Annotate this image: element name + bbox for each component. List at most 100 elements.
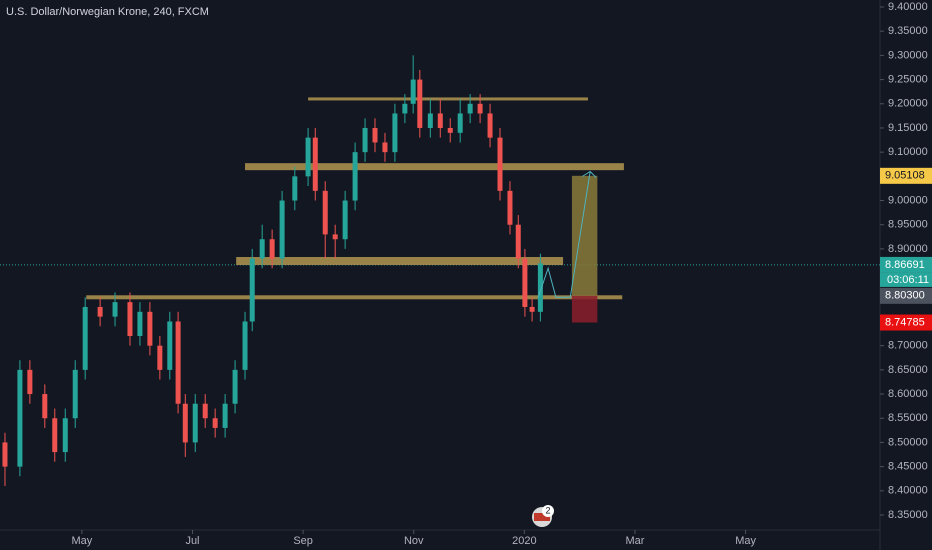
position-stop — [571, 295, 598, 323]
candle-body — [477, 103, 483, 114]
candle-body — [192, 403, 198, 443]
level-zone — [236, 257, 564, 266]
candle-body — [392, 113, 398, 153]
entry-price-label: 8.80300 — [885, 290, 925, 302]
chart-title: U.S. Dollar/Norwegian Krone, 240, FXCM — [6, 6, 209, 18]
candle-body — [17, 369, 23, 467]
y-tick-label: 8.60000 — [888, 388, 928, 400]
x-tick-label: May — [735, 535, 756, 547]
candle-body — [27, 369, 33, 395]
event-flag — [534, 513, 550, 521]
level-zone — [245, 163, 624, 171]
event-count-bubble — [542, 505, 554, 517]
y-tick-label: 9.15000 — [888, 122, 928, 134]
candle-body — [402, 103, 408, 114]
candle-body — [467, 103, 473, 114]
stop-price-label: 8.74785 — [885, 316, 925, 328]
candle-body — [249, 258, 255, 322]
candle-body — [182, 403, 188, 443]
candle-body — [352, 152, 358, 201]
candle-body — [417, 79, 423, 128]
y-tick-label: 8.40000 — [888, 485, 928, 497]
candle-body — [147, 311, 153, 346]
candle-body — [167, 321, 173, 370]
y-tick-label: 9.25000 — [888, 73, 928, 85]
candle-body — [202, 403, 208, 419]
x-tick-label: Jul — [185, 535, 199, 547]
last-price-label: 8.86691 — [885, 259, 925, 271]
projection-path — [537, 171, 591, 298]
stop-price-label-box — [880, 314, 932, 331]
candle-body — [322, 190, 328, 235]
projection-arrowhead — [581, 170, 597, 178]
candle-body — [292, 176, 298, 201]
candle-body — [127, 302, 133, 336]
candle-body — [279, 200, 285, 259]
candle-body — [529, 306, 535, 312]
candle-body — [72, 369, 78, 419]
y-tick-label: 9.35000 — [888, 25, 928, 37]
x-tick-label: May — [71, 535, 92, 547]
candle-body — [342, 200, 348, 240]
x-tick-label: Sep — [293, 535, 313, 547]
countdown: 03:06:11 — [887, 274, 929, 286]
candle-body — [515, 224, 521, 259]
y-tick-label: 9.20000 — [888, 98, 928, 110]
candle-body — [312, 137, 318, 191]
candle-body — [242, 321, 248, 370]
x-tick-label: 2020 — [512, 535, 536, 547]
y-tick-label: 8.65000 — [888, 364, 928, 376]
level-zone — [86, 295, 623, 300]
y-tick-label: 8.55000 — [888, 412, 928, 424]
candle-body — [437, 113, 443, 128]
last-price-label-box — [880, 256, 932, 273]
candle-body — [157, 345, 163, 370]
candle-body — [259, 239, 265, 259]
entry-price-label-box — [880, 287, 932, 304]
candle-body — [175, 321, 181, 404]
position-profit — [571, 175, 598, 296]
y-tick-label: 8.45000 — [888, 461, 928, 473]
candle-body — [52, 418, 58, 453]
target-price-label-box — [880, 167, 932, 184]
candle-body — [522, 258, 528, 307]
candle-body — [382, 142, 388, 153]
candle-body — [137, 311, 143, 336]
y-tick-label: 9.10000 — [888, 146, 928, 158]
candle-body — [42, 394, 48, 419]
candle-body — [212, 418, 218, 428]
candle-body — [497, 137, 503, 191]
target-price-label: 9.05108 — [885, 170, 925, 182]
candle-body — [269, 239, 275, 259]
candle-body — [232, 369, 238, 404]
candle-body — [2, 442, 8, 467]
y-tick-label: 8.50000 — [888, 436, 928, 448]
y-tick-label: 8.70000 — [888, 340, 928, 352]
candle-body — [62, 418, 68, 453]
candle-body — [82, 306, 88, 370]
candle-body — [332, 234, 338, 240]
y-tick-label: 8.90000 — [888, 243, 928, 255]
y-tick-label: 8.35000 — [888, 509, 928, 521]
y-tick-label: 9.30000 — [888, 49, 928, 61]
y-tick-label: 9.40000 — [888, 1, 928, 13]
x-tick-label: Mar — [625, 535, 644, 547]
countdown-box — [880, 272, 932, 287]
candle-body — [372, 127, 378, 143]
candle-body — [427, 113, 433, 128]
candle-body — [537, 263, 543, 312]
x-tick-label: Nov — [404, 535, 424, 547]
candle-body — [507, 190, 513, 225]
event-count: 2 — [545, 505, 550, 515]
candle-body — [362, 127, 368, 153]
candle-body — [112, 302, 118, 317]
candle-body — [457, 113, 463, 133]
candle-body — [97, 306, 103, 317]
candle-body — [305, 137, 311, 177]
level-zone — [308, 97, 588, 101]
candle-body — [447, 127, 453, 133]
y-tick-label: 9.00000 — [888, 194, 928, 206]
candle-body — [222, 403, 228, 428]
